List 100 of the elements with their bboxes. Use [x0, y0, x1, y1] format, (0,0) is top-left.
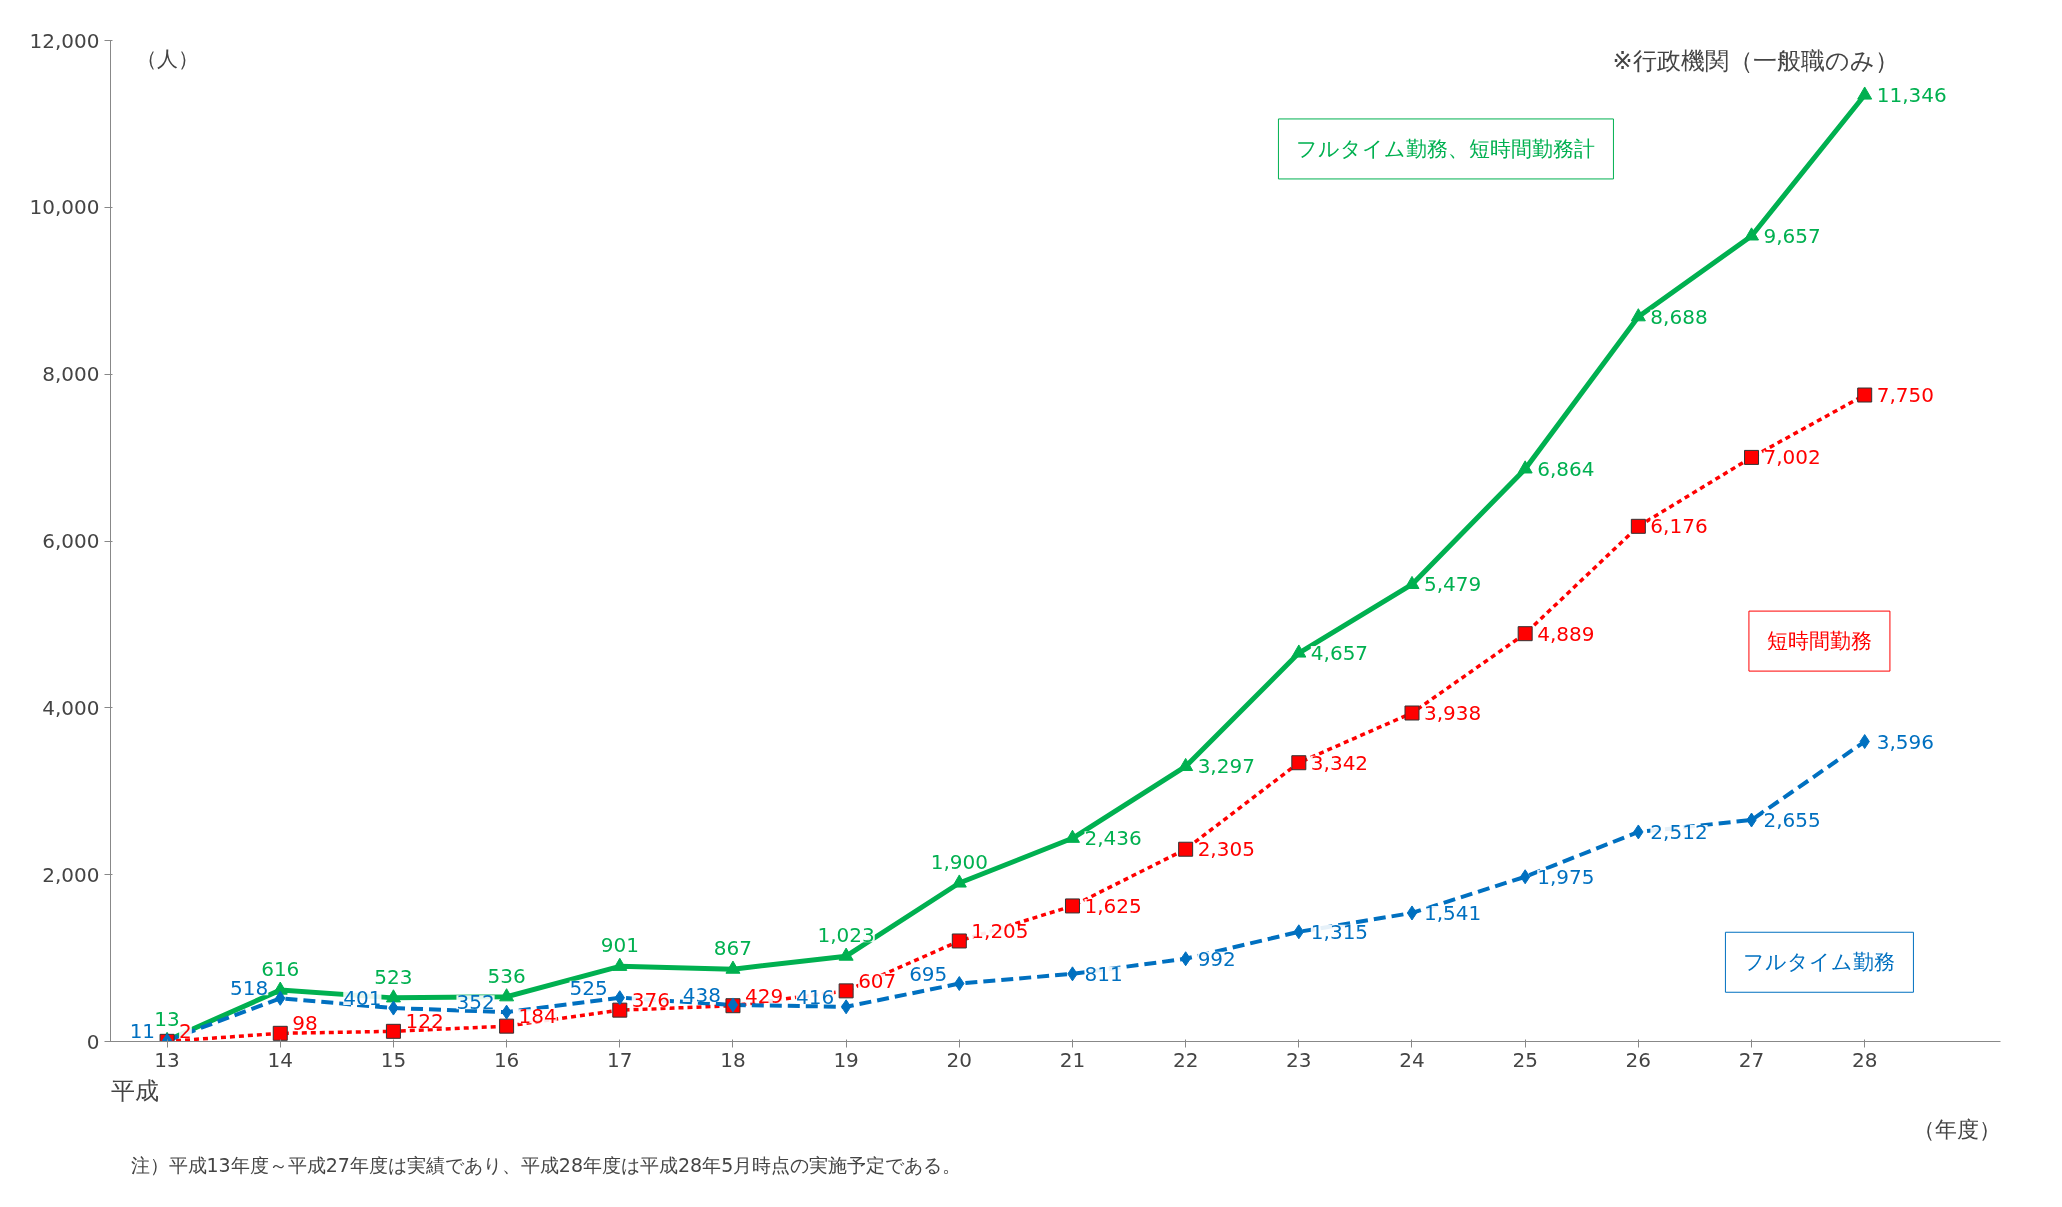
x-tick-label: 23: [1286, 1047, 1312, 1072]
data-label: 992: [1197, 946, 1236, 971]
point: [385, 989, 401, 1003]
x-tick-label: 20: [946, 1047, 973, 1072]
data-label: 4,657: [1310, 641, 1369, 666]
data-label: 2,305: [1197, 837, 1255, 862]
x-tick-label: 13: [154, 1047, 180, 1072]
x-tick-label: 21: [1059, 1047, 1086, 1072]
y-tick-label: 6,000: [42, 529, 100, 553]
point: [1630, 518, 1646, 534]
data-label: 122: [405, 1009, 444, 1034]
point: [1404, 575, 1420, 589]
data-label: 607: [858, 968, 897, 993]
data-label: 1,541: [1424, 900, 1482, 925]
y-tick-label: 8,000: [42, 362, 100, 387]
data-label: 98: [292, 1011, 318, 1036]
x-tick-label: 25: [1512, 1047, 1538, 1072]
data-label: 3,297: [1197, 754, 1255, 779]
data-label: 3,342: [1310, 750, 1369, 775]
data-label: 8,688: [1650, 304, 1708, 329]
point: [1291, 755, 1307, 771]
x-tick-label: 18: [720, 1047, 746, 1072]
data-label: 901: [600, 933, 639, 958]
point: [1744, 449, 1760, 465]
text: 短時間勤務: [1766, 629, 1872, 654]
data-label: 2: [179, 1019, 192, 1044]
point: [725, 960, 741, 974]
x-tick-label: 26: [1625, 1047, 1652, 1072]
point: [1291, 644, 1307, 658]
data-label: 1,900: [930, 850, 988, 875]
x-axis-title: （年度）: [1912, 1116, 2001, 1142]
x-tick-label: 19: [833, 1047, 859, 1072]
point: [1178, 841, 1194, 857]
point: [1404, 705, 1420, 721]
point: [499, 988, 515, 1002]
data-label: 1,975: [1537, 864, 1595, 889]
x-tick-label: 14: [267, 1047, 293, 1072]
data-label: 523: [374, 964, 413, 989]
point: [840, 999, 852, 1015]
y-tick-label: 0: [86, 1029, 100, 1054]
y-tick-label: 4,000: [42, 695, 100, 720]
data-label: 3,596: [1876, 729, 1934, 754]
data-label: 2,436: [1084, 826, 1142, 851]
point: [1406, 905, 1418, 921]
data-label: 1,625: [1084, 893, 1142, 918]
data-label: 11: [129, 1018, 156, 1043]
data-label: 695: [909, 961, 948, 986]
point: [838, 947, 854, 961]
data-label: 525: [569, 975, 608, 1000]
data-label: 438: [682, 982, 721, 1007]
y-tick-label: 10,000: [29, 195, 100, 220]
x-tick-label: 27: [1738, 1047, 1765, 1072]
data-label: 416: [795, 984, 835, 1009]
point: [272, 1025, 288, 1041]
text: フルタイム勤務: [1743, 950, 1896, 975]
y-tick-label: 2,000: [42, 862, 100, 887]
data-label: 376: [631, 988, 670, 1013]
data-label: 9,657: [1763, 223, 1821, 248]
annotation: ※行政機関（一般職のみ）: [1612, 46, 1899, 75]
point: [385, 1023, 401, 1039]
data-label: 1,023: [817, 923, 875, 948]
data-label: 536: [487, 963, 526, 988]
data-label: 6,864: [1537, 456, 1595, 481]
point: [612, 1002, 628, 1018]
data-label: 352: [456, 990, 495, 1015]
x-tick-label: 15: [380, 1047, 407, 1072]
point: [1517, 460, 1533, 474]
data-label: 867: [713, 936, 753, 961]
text: 平成: [110, 1076, 159, 1105]
point: [1178, 757, 1194, 772]
text: フルタイム勤務、短時間勤務計: [1296, 136, 1596, 161]
point: [1857, 387, 1873, 403]
y-tick-label: 12,000: [29, 28, 100, 53]
point: [1064, 898, 1080, 914]
data-label: 1,315: [1310, 919, 1369, 944]
x-tick-label: 28: [1851, 1047, 1878, 1072]
data-label: 5,479: [1424, 572, 1482, 597]
x-tick-label: 16: [493, 1047, 520, 1072]
data-label: 184: [518, 1004, 557, 1029]
data-label: 811: [1084, 961, 1123, 986]
data-label: 401: [343, 986, 382, 1011]
y-axis-title: （人）: [135, 46, 199, 71]
data-label: 2,655: [1763, 808, 1821, 833]
x-tick-label: 22: [1172, 1047, 1199, 1072]
data-label: 4,889: [1537, 621, 1595, 646]
data-label: 11,346: [1876, 83, 1947, 108]
point: [1857, 86, 1873, 100]
x-tick-label: 24: [1399, 1047, 1425, 1072]
data-label: 13: [154, 1007, 180, 1032]
point: [838, 983, 854, 999]
point: [1744, 227, 1760, 241]
point: [612, 957, 628, 971]
data-label: 7,750: [1876, 383, 1934, 408]
data-label: 3,938: [1424, 701, 1482, 726]
data-label: 7,002: [1763, 445, 1821, 470]
point: [1517, 626, 1533, 642]
point: [1630, 308, 1646, 322]
data-label: 429: [744, 983, 784, 1008]
text: 注）平成13年度～平成27年度は実績であり、平成28年度は平成28年5月時点の実施予定である。: [130, 1153, 962, 1176]
point: [951, 874, 967, 888]
